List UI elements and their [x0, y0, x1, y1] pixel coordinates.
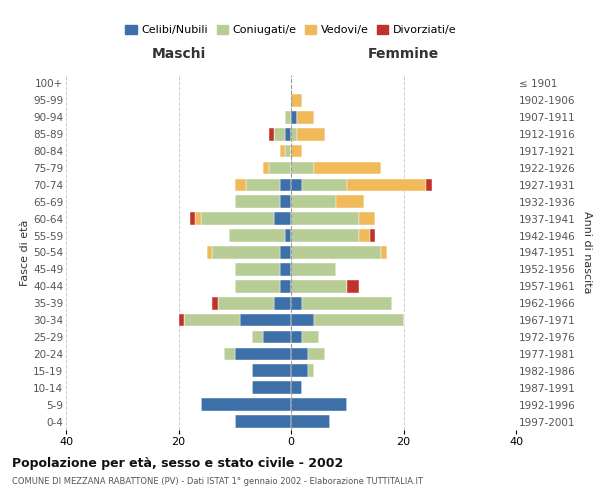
Bar	[241, 314, 291, 326]
Bar	[336, 196, 364, 208]
Bar	[251, 364, 291, 377]
Bar	[347, 280, 359, 292]
Bar	[291, 144, 302, 158]
Bar	[201, 212, 274, 225]
Bar	[381, 246, 386, 259]
Bar	[347, 178, 426, 191]
Bar	[280, 246, 291, 259]
Bar	[263, 330, 291, 344]
Bar	[206, 246, 212, 259]
Bar	[179, 314, 184, 326]
Bar	[426, 178, 431, 191]
Bar	[291, 330, 302, 344]
Bar	[296, 111, 314, 124]
Bar	[314, 314, 404, 326]
Bar	[286, 111, 291, 124]
Bar	[302, 178, 347, 191]
Bar	[229, 230, 286, 242]
Bar	[280, 263, 291, 276]
Bar	[359, 212, 376, 225]
Bar	[308, 348, 325, 360]
Bar	[291, 263, 336, 276]
Bar	[184, 314, 241, 326]
Bar	[291, 415, 331, 428]
Bar	[291, 246, 381, 259]
Text: Maschi: Maschi	[151, 48, 206, 62]
Bar	[286, 144, 291, 158]
Bar	[212, 297, 218, 310]
Bar	[291, 280, 347, 292]
Bar	[291, 398, 347, 411]
Bar	[218, 297, 274, 310]
Bar	[235, 415, 291, 428]
Bar	[269, 162, 291, 174]
Bar	[291, 382, 302, 394]
Text: Femmine: Femmine	[368, 48, 439, 62]
Bar	[302, 297, 392, 310]
Bar	[370, 230, 376, 242]
Legend: Celibi/Nubili, Coniugati/e, Vedovi/e, Divorziati/e: Celibi/Nubili, Coniugati/e, Vedovi/e, Di…	[121, 20, 461, 40]
Bar	[274, 128, 286, 140]
Bar	[280, 196, 291, 208]
Bar	[280, 144, 286, 158]
Bar	[201, 398, 291, 411]
Bar	[302, 330, 319, 344]
Bar	[274, 297, 291, 310]
Bar	[291, 128, 296, 140]
Bar	[291, 364, 308, 377]
Bar	[235, 280, 280, 292]
Bar	[235, 263, 280, 276]
Bar	[280, 280, 291, 292]
Bar	[223, 348, 235, 360]
Bar	[190, 212, 196, 225]
Bar	[235, 348, 291, 360]
Bar	[280, 178, 291, 191]
Y-axis label: Fasce di età: Fasce di età	[20, 220, 30, 286]
Bar	[291, 162, 314, 174]
Bar	[291, 348, 308, 360]
Bar	[291, 212, 359, 225]
Bar	[291, 230, 359, 242]
Text: COMUNE DI MEZZANA RABATTONE (PV) - Dati ISTAT 1° gennaio 2002 - Elaborazione TUT: COMUNE DI MEZZANA RABATTONE (PV) - Dati …	[12, 478, 423, 486]
Bar	[291, 178, 302, 191]
Bar	[246, 178, 280, 191]
Bar	[314, 162, 381, 174]
Bar	[296, 128, 325, 140]
Bar	[291, 94, 302, 106]
Bar	[235, 178, 246, 191]
Y-axis label: Anni di nascita: Anni di nascita	[582, 211, 592, 294]
Bar	[251, 382, 291, 394]
Bar	[274, 212, 291, 225]
Bar	[263, 162, 269, 174]
Bar	[291, 196, 336, 208]
Bar	[291, 314, 314, 326]
Bar	[291, 111, 296, 124]
Bar	[212, 246, 280, 259]
Bar	[196, 212, 201, 225]
Bar	[251, 330, 263, 344]
Bar	[235, 196, 280, 208]
Bar	[286, 230, 291, 242]
Bar	[308, 364, 314, 377]
Bar	[269, 128, 274, 140]
Text: Popolazione per età, sesso e stato civile - 2002: Popolazione per età, sesso e stato civil…	[12, 458, 343, 470]
Bar	[286, 128, 291, 140]
Bar	[291, 297, 302, 310]
Bar	[359, 230, 370, 242]
